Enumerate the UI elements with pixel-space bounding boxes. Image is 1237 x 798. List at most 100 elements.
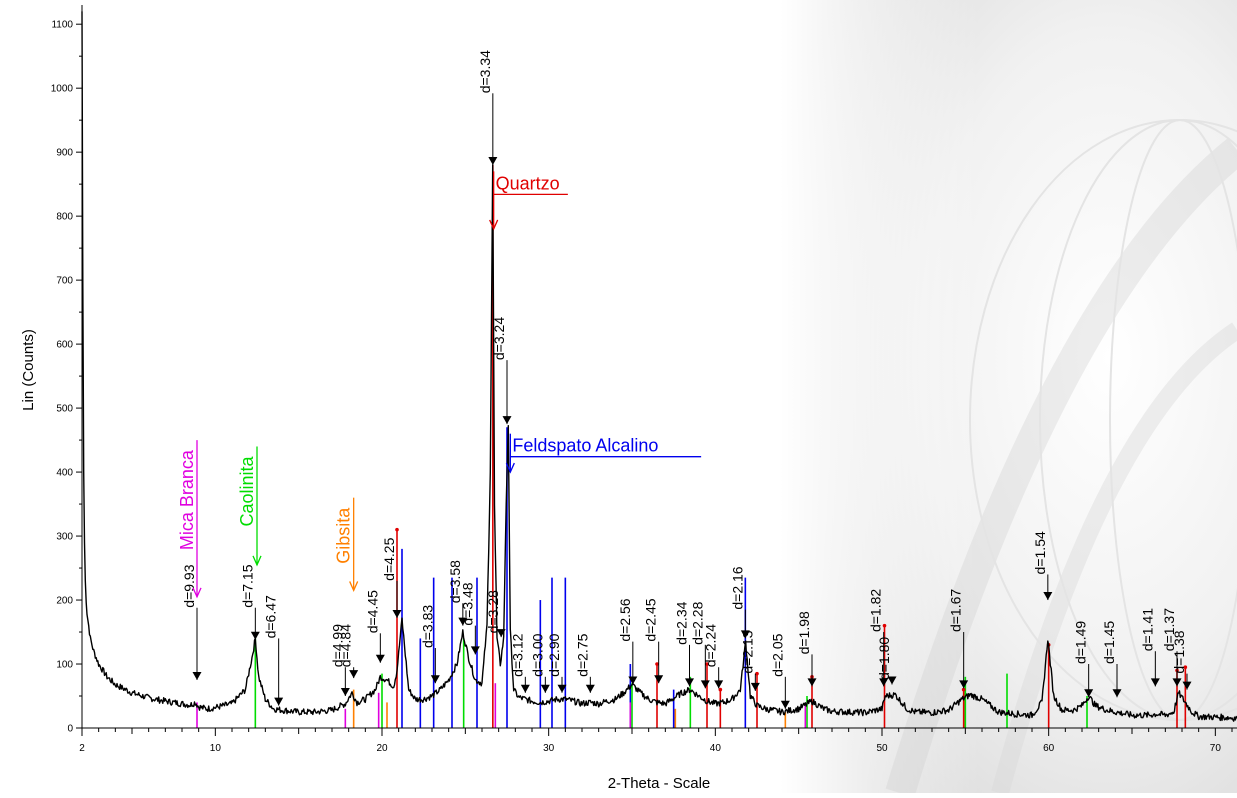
d-label-marker (375, 654, 385, 663)
y-tick-label: 300 (56, 532, 73, 543)
d-label-group: d=3.83 (419, 605, 440, 684)
d-label-group: d=4.84 (338, 624, 359, 679)
d-label-marker (959, 680, 969, 689)
d-label-group: d=2.05 (769, 633, 790, 709)
reference-marker (705, 662, 709, 666)
d-label-text: d=4.99 (329, 624, 345, 667)
d-label-text: d=4.84 (338, 624, 354, 667)
d-label-text: d=1.80 (876, 637, 892, 680)
d-label-marker (340, 688, 350, 697)
d-label-text: d=1.54 (1032, 531, 1048, 574)
d-label-text: d=2.56 (617, 598, 633, 641)
d-label-marker (392, 609, 402, 618)
d-label-group: d=3.24 (491, 317, 512, 425)
d-label-marker (780, 700, 790, 709)
d-label-marker (540, 684, 550, 693)
d-label-marker (488, 156, 498, 165)
phase-label-group: Quartzo (489, 171, 568, 231)
phase-arrow-head (192, 587, 202, 599)
d-label-text: d=4.25 (381, 537, 397, 580)
phase-label-group: Mica Branca (177, 440, 202, 599)
d-label-text: d=3.48 (459, 582, 475, 625)
y-axis-label: Lin (Counts) (20, 329, 37, 411)
reference-marker (718, 687, 723, 692)
d-label-marker (1150, 678, 1160, 687)
phase-label-text: Caolinita (237, 455, 257, 526)
d-label-marker (740, 630, 750, 639)
d-label-text: d=1.67 (948, 589, 964, 632)
d-label-group: d=1.41 (1139, 608, 1160, 687)
d-label-marker (1172, 678, 1182, 687)
reference-marker (882, 623, 887, 628)
d-label-group: d=1.80 (876, 637, 897, 685)
d-label-group: d=2.24 (703, 624, 724, 689)
d-label-text: d=2.24 (703, 624, 719, 667)
reference-marker (655, 662, 659, 666)
phase-label-text: Quartzo (496, 173, 560, 193)
phase-label-text: Feldspato Alcalino (512, 436, 658, 456)
d-label-text: d=1.98 (796, 611, 812, 654)
d-label-group: d=2.16 (729, 566, 750, 639)
d-label-text: d=9.93 (181, 564, 197, 607)
phase-label-group: Caolinita (237, 446, 262, 567)
axes: 0 100 200 300 400 500 600 700 800 900 1000 1100 2 10 2… (51, 5, 1237, 754)
d-label-text: d=3.34 (477, 50, 493, 93)
d-label-group: d=1.98 (796, 611, 817, 687)
d-label-group: d=1.37 (1161, 608, 1182, 687)
d-label-group: d=2.45 (643, 598, 664, 684)
d-label-marker (887, 676, 897, 685)
d-label-text: d=2.13 (739, 630, 755, 673)
reference-marker (755, 671, 759, 676)
reference-lines (196, 164, 1188, 728)
d-label-text: d=1.38 (1171, 630, 1187, 673)
d-label-marker (879, 678, 889, 687)
x-tick-label: 70 (1210, 743, 1222, 754)
d-label-group: d=3.28 (485, 590, 506, 638)
d-label-group: d=2.13 (739, 630, 760, 691)
d-label-marker (520, 684, 530, 693)
d-label-text: d=2.45 (643, 598, 659, 641)
d-label-marker (1182, 681, 1192, 690)
d-label-marker (807, 678, 817, 687)
background-globe-decoration (780, 0, 1237, 798)
phase-labels: Mica Branca Caolinita Gibsita Quartzo Feldsp… (177, 171, 702, 599)
d-label-group: d=2.34 (674, 601, 694, 687)
d-label-text: d=2.16 (729, 566, 745, 609)
d-label-marker (700, 680, 710, 689)
pattern-line (81, 11, 1237, 722)
phase-label-group: Gibsita (334, 497, 359, 593)
d-label-text: d=7.15 (239, 564, 255, 607)
d-label-group: d=4.25 (381, 537, 402, 618)
d-label-text: d=2.75 (574, 633, 590, 676)
x-tick-label: 30 (543, 743, 555, 754)
d-label-marker (585, 684, 595, 693)
phase-arrow-head (252, 555, 262, 567)
d-label-group: d=7.15 (239, 564, 260, 640)
d-label-text: d=3.00 (529, 633, 545, 676)
phase-arrow-head (489, 219, 499, 231)
d-label-group: d=9.93 (181, 564, 202, 681)
x-tick-label: 60 (1043, 743, 1055, 754)
phase-label-group: Feldspato Alcalino (505, 433, 702, 474)
x-tick-label: 20 (376, 743, 388, 754)
d-spacing-labels: d=9.93 d=7.15 d=6.47 d=4.99d=4.84 d=4.45 d=4.… (181, 50, 1192, 709)
d-label-marker (714, 680, 724, 689)
d-label-group: d=3.48 (459, 582, 480, 655)
d-label-text: d=2.34 (674, 601, 690, 644)
d-label-group: d=1.54 (1032, 531, 1053, 601)
phase-arrow-head (505, 462, 515, 474)
y-tick-label: 500 (56, 404, 73, 415)
d-label-marker (750, 682, 760, 691)
d-label-group: d=6.47 (263, 595, 284, 706)
d-label-marker (1084, 689, 1094, 698)
y-tick-label: 700 (56, 276, 73, 287)
d-label-group: d=4.45 (364, 590, 385, 663)
d-label-group: d=1.45 (1101, 621, 1122, 698)
x-tick-label: 40 (710, 743, 722, 754)
d-label-text: d=1.45 (1101, 621, 1117, 664)
reference-marker (395, 527, 399, 532)
phase-label-text: Mica Branca (177, 449, 197, 550)
y-tick-label: 200 (56, 596, 73, 607)
